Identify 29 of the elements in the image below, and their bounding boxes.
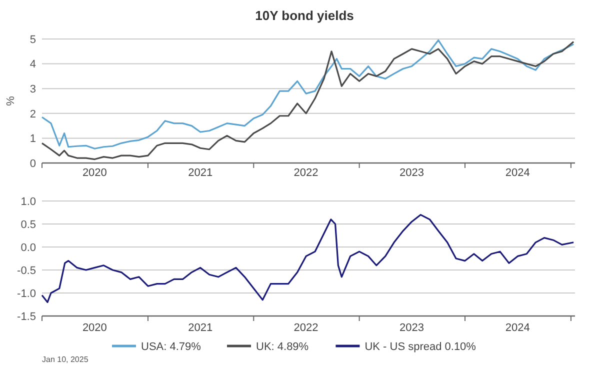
x-tick-label: 2022 bbox=[294, 322, 318, 334]
y-tick-label: 2 bbox=[30, 108, 36, 120]
y-tick-label: 0 bbox=[30, 158, 36, 170]
y-tick-label: 1.0 bbox=[20, 196, 36, 208]
y-tick-label: -0.5 bbox=[17, 264, 36, 277]
x-tick-label: 2020 bbox=[82, 167, 107, 179]
y-tick-label: 3 bbox=[30, 83, 36, 96]
y-tick-label: 4 bbox=[30, 58, 36, 71]
line-series bbox=[41, 214, 574, 303]
y-axis-title: % bbox=[5, 96, 17, 106]
legend-label: UK - US spread 0.10% bbox=[364, 340, 476, 353]
x-tick-label: 2021 bbox=[188, 167, 213, 179]
x-tick-label: 2024 bbox=[505, 167, 530, 179]
legend-label: UK: 4.89% bbox=[256, 340, 309, 353]
x-tick-label: 2023 bbox=[399, 322, 424, 334]
x-tick-label: 2021 bbox=[188, 322, 213, 334]
y-tick-label: 0.0 bbox=[20, 242, 36, 254]
x-tick-label: 2020 bbox=[82, 322, 107, 334]
text: Jan 10, 2025 bbox=[42, 355, 89, 364]
chart-title: 10Y bond yields bbox=[255, 8, 354, 23]
y-tick-label: -1.0 bbox=[17, 288, 36, 300]
y-tick-label: -1.5 bbox=[17, 310, 36, 323]
x-tick-label: 2024 bbox=[505, 322, 530, 334]
y-tick-label: 0.5 bbox=[20, 218, 36, 231]
y-tick-label: 5 bbox=[30, 34, 36, 46]
legend-label: USA: 4.79% bbox=[141, 340, 202, 353]
y-tick-label: 1 bbox=[30, 133, 36, 146]
x-tick-label: 2023 bbox=[399, 167, 424, 179]
x-tick-label: 2022 bbox=[294, 167, 318, 179]
